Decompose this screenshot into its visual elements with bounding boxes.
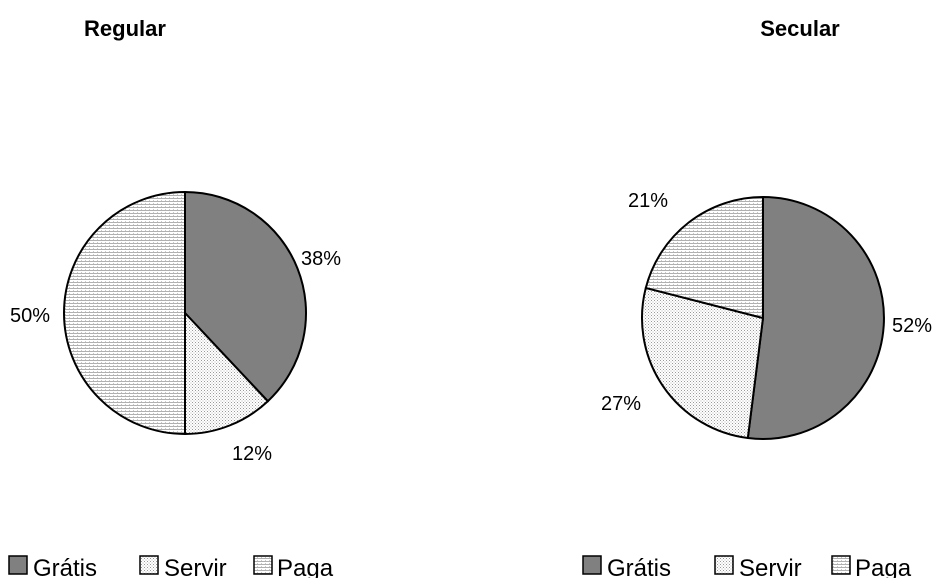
chart-regular: Regular 38% 12% 50% Grátis Servir Paga bbox=[8, 16, 341, 578]
chart-secular: Secular 52% 27% 21% Grátis Servir Paga bbox=[582, 16, 932, 578]
legend-label-secular-servir: Servir bbox=[739, 555, 802, 578]
pie-slices-regular bbox=[63, 191, 308, 435]
pie-slice-regular-paga bbox=[63, 191, 186, 435]
pie-slice-secular-gratis bbox=[746, 196, 885, 440]
data-label-secular-paga: 21% bbox=[628, 190, 668, 212]
data-label-secular-gratis: 52% bbox=[892, 315, 932, 337]
legend-label-regular-servir: Servir bbox=[164, 555, 227, 578]
chart-title-regular: Regular bbox=[84, 16, 166, 41]
legend-swatch-regular-paga bbox=[253, 555, 273, 575]
data-label-regular-paga: 50% bbox=[10, 305, 50, 327]
legend-label-regular-paga: Paga bbox=[277, 555, 334, 578]
legend-swatch-secular-gratis bbox=[582, 555, 602, 575]
legend-secular: Grátis Servir Paga bbox=[582, 555, 912, 578]
data-label-secular-servir: 27% bbox=[601, 393, 641, 415]
pie-slice-regular-gratis bbox=[184, 191, 308, 403]
legend-label-regular-gratis: Grátis bbox=[33, 555, 97, 578]
pie-slices-secular bbox=[641, 196, 885, 440]
pie-slice-regular-servir bbox=[184, 312, 269, 435]
legend-swatch-secular-servir bbox=[714, 555, 734, 575]
data-label-regular-servir: 12% bbox=[232, 443, 272, 465]
legend-regular: Grátis Servir Paga bbox=[8, 555, 334, 578]
legend-swatch-regular-servir bbox=[139, 555, 159, 575]
pie-slice-secular-paga bbox=[644, 196, 764, 319]
legend-swatch-regular-gratis bbox=[8, 555, 28, 575]
chart-title-secular: Secular bbox=[760, 16, 840, 41]
pie-slice-secular-servir bbox=[641, 286, 764, 440]
legend-swatch-secular-paga bbox=[831, 555, 851, 575]
legend-label-secular-gratis: Grátis bbox=[607, 555, 671, 578]
data-label-regular-gratis: 38% bbox=[301, 248, 341, 270]
legend-label-secular-paga: Paga bbox=[855, 555, 912, 578]
